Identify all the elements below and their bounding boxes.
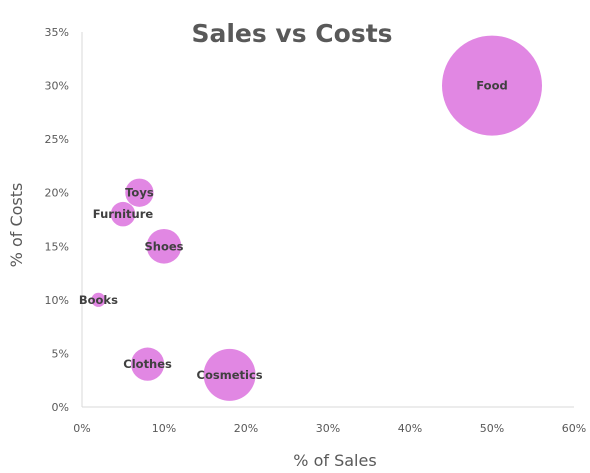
x-tick-label: 20% bbox=[234, 422, 258, 435]
x-axis-title: % of Sales bbox=[293, 451, 376, 470]
x-tick-label: 0% bbox=[73, 422, 90, 435]
bubble-label-clothes: Clothes bbox=[123, 357, 172, 371]
y-tick-label: 0% bbox=[52, 401, 69, 414]
y-tick-label: 30% bbox=[45, 80, 69, 93]
bubble-furniture bbox=[110, 201, 136, 227]
bubble-label-furniture: Furniture bbox=[93, 207, 154, 221]
y-tick-label: 20% bbox=[45, 187, 69, 200]
bubble-label-shoes: Shoes bbox=[144, 239, 183, 253]
y-tick-label: 25% bbox=[45, 133, 69, 146]
bubble-label-toys: Toys bbox=[125, 186, 154, 200]
axes bbox=[81, 32, 574, 408]
bubble-food bbox=[442, 35, 542, 136]
bubble-label-books: Books bbox=[79, 293, 118, 307]
y-tick-label: 15% bbox=[45, 240, 69, 253]
x-tick-label: 40% bbox=[398, 422, 422, 435]
x-tick-label: 60% bbox=[562, 422, 586, 435]
tick-labels: 0% 10% 20% 30% 40% 50% 60% 0% 5% 10% 15% 20% 25% 30% 3… bbox=[45, 26, 587, 435]
x-tick-label: 10% bbox=[152, 422, 176, 435]
bubble-books bbox=[91, 292, 106, 307]
x-tick-label: 30% bbox=[316, 422, 340, 435]
y-tick-label: 10% bbox=[45, 294, 69, 307]
bubble-clothes bbox=[131, 347, 165, 381]
y-tick-label: 5% bbox=[52, 347, 69, 360]
bubble-shoes bbox=[146, 228, 182, 264]
bubbles bbox=[91, 35, 542, 401]
bubble-label-cosmetics: Cosmetics bbox=[197, 368, 263, 382]
bubble-label-food: Food bbox=[476, 79, 507, 93]
bubble-labels: Food Toys Furniture Shoes Books Clothes Cosmet… bbox=[79, 79, 508, 382]
bubble-cosmetics bbox=[203, 348, 256, 401]
x-tick-label: 50% bbox=[480, 422, 504, 435]
y-tick-label: 35% bbox=[45, 26, 69, 39]
y-axis-title: % of Costs bbox=[7, 183, 26, 268]
bubble-toys bbox=[125, 178, 154, 207]
chart-title: Sales vs Costs bbox=[191, 19, 392, 48]
